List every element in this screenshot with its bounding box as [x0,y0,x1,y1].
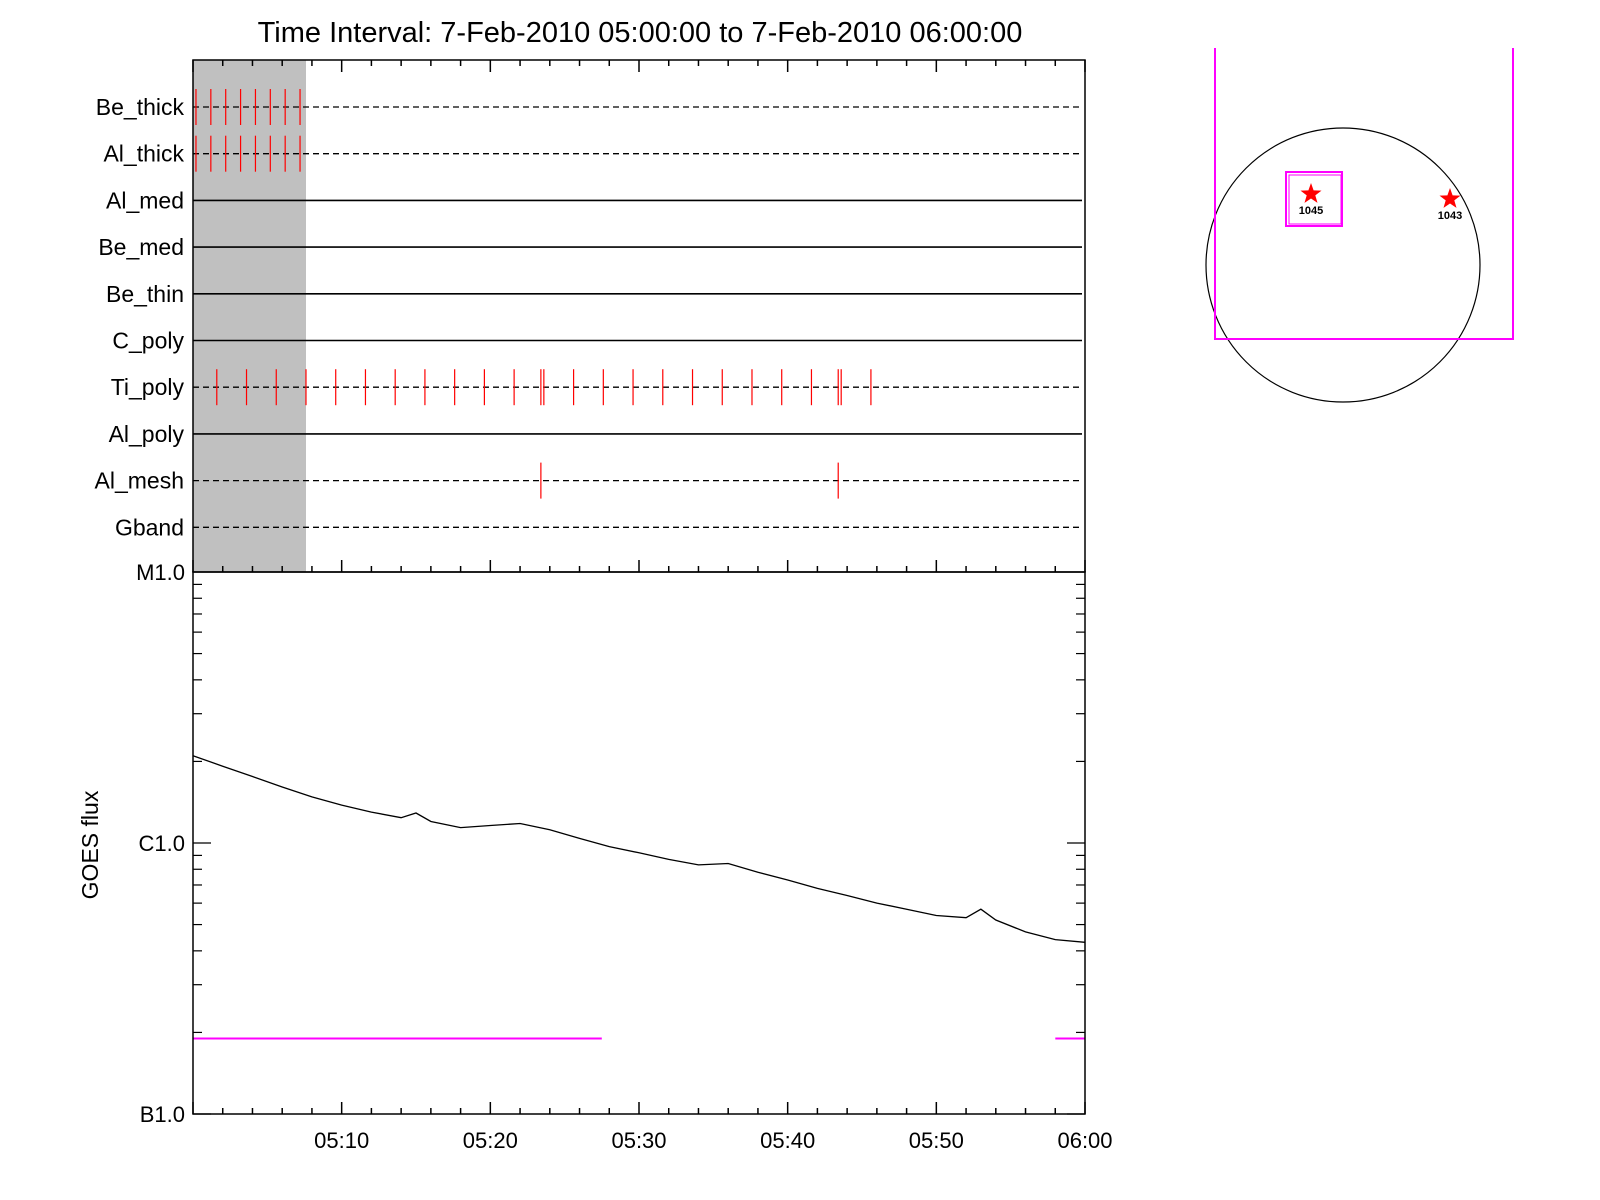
goes-flux-line [192,755,1086,943]
y-tick-label: M1.0 [136,560,185,585]
goes-y-tick-labels: M1.0 C1.0 B1.0 [136,560,185,1127]
x-tick-label: 05:20 [463,1128,518,1153]
region-box-inner [1288,174,1342,225]
goes-series [192,755,1086,1040]
region-label: 1043 [1438,210,1462,222]
row-label-al_poly: Al_poly [109,421,185,447]
row-label-al_thick: Al_thick [103,141,184,167]
region-box [1285,171,1343,227]
region-star-icon [1439,188,1461,208]
goes-frame [192,571,1086,1115]
timeline-rows: Be_thick Al_thick Al_med Be_med Be_thin C_pol… [95,94,1082,540]
goes-x-tick-labels: 05:10 05:20 05:30 05:40 05:50 06:00 [314,1128,1112,1153]
row-label-al_mesh: Al_mesh [95,468,184,494]
timeline-ticks [192,60,1086,572]
timeline-events [195,89,872,499]
chart-title: Time Interval: 7-Feb-2010 05:00:00 to 7-… [258,17,1023,49]
solar-disk [1205,127,1481,403]
solar-disk-locator: 1045 1043 [1205,48,1514,403]
x-tick-label: 06:00 [1057,1128,1112,1153]
row-label-be_med: Be_med [98,234,184,260]
x-tick-label: 05:30 [611,1128,666,1153]
x-tick-label: 05:50 [909,1128,964,1153]
goes-y-axis-label: GOES flux [77,790,103,899]
row-label-be_thick: Be_thick [96,94,185,120]
region-label: 1045 [1299,205,1323,217]
row-label-gband: Gband [115,514,184,540]
region-star-icon [1300,183,1322,203]
region-markers: 1045 1043 [1299,183,1462,222]
row-label-al_med: Al_med [106,187,184,213]
row-label-be_thin: Be_thin [106,281,184,307]
timeline-panel: Be_thick Al_thick Al_med Be_med Be_thin C_pol… [95,59,1086,573]
timeline-frame [192,59,1086,573]
row-label-c_poly: C_poly [112,328,184,354]
row-label-ti_poly: Ti_poly [111,374,185,400]
y-tick-label: C1.0 [139,831,185,856]
fov-outline [1214,48,1514,340]
x-tick-label: 05:40 [760,1128,815,1153]
goes-ticks [192,583,1086,1115]
x-tick-label: 05:10 [314,1128,369,1153]
shaded-interval [193,60,306,572]
goes-panel: M1.0 C1.0 B1.0 05:10 05:20 05:30 05:40 05:50 06… [77,560,1113,1153]
y-tick-label: B1.0 [140,1102,185,1127]
